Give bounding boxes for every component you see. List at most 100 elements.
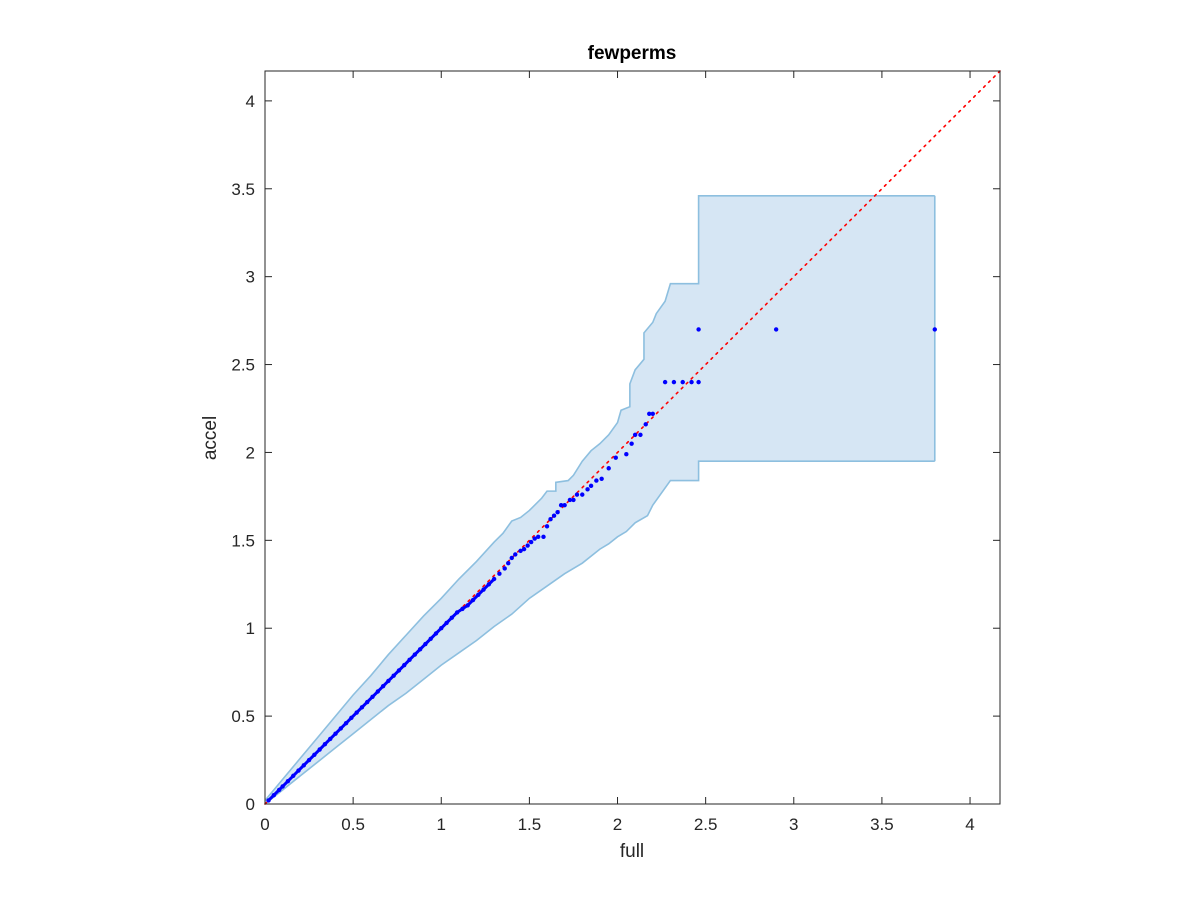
data-point [386, 678, 391, 684]
data-point [271, 793, 277, 798]
reference-diagonal [264, 70, 1001, 805]
data-point [481, 587, 486, 592]
data-point [317, 747, 322, 752]
y-tick-label: 4 [246, 92, 255, 111]
data-point [439, 626, 444, 631]
axis-ticks: 0 0.5 1 1.5 2 2.5 3 3.5 4 0 0.5 1 1.5 2 2.5 3 3.5 4 [231, 71, 1000, 834]
data-point [599, 476, 604, 482]
data-point [632, 432, 638, 438]
band-fill [265, 195, 935, 805]
data-point [333, 731, 338, 736]
data-point [528, 539, 534, 545]
data-point [629, 441, 634, 446]
data-point [671, 379, 677, 385]
reference-line [264, 70, 1001, 805]
data-point [497, 571, 502, 576]
data-point [428, 636, 433, 641]
data-point [412, 652, 418, 657]
data-point [476, 592, 481, 598]
data-point [417, 647, 423, 652]
data-point [407, 657, 412, 663]
data-point [338, 726, 343, 731]
data-point [594, 478, 599, 483]
y-tick-label: 0.5 [231, 707, 255, 726]
data-point [280, 784, 285, 789]
data-point [470, 597, 476, 603]
data-point [276, 787, 282, 793]
data-point [580, 492, 585, 497]
data-point [647, 411, 652, 416]
data-point [548, 517, 553, 522]
x-tick-label: 2.5 [694, 815, 718, 834]
data-point [932, 327, 937, 332]
x-tick-label: 0.5 [341, 815, 365, 834]
y-tick-label: 0 [246, 795, 255, 814]
x-tick-label: 3 [789, 815, 798, 834]
data-point [375, 689, 381, 694]
data-point [509, 555, 514, 561]
data-point [536, 534, 541, 540]
data-point [562, 502, 567, 508]
y-tick-label: 1 [246, 619, 255, 638]
data-point [606, 466, 611, 471]
axes-box [264, 70, 1001, 805]
data-point [521, 546, 527, 552]
data-point [650, 411, 655, 416]
data-point [402, 662, 407, 668]
data-point [396, 668, 402, 673]
x-tick-label: 2 [613, 815, 622, 834]
data-point [285, 778, 291, 784]
data-point [555, 510, 560, 515]
data-point [266, 798, 271, 803]
data-point [433, 631, 439, 636]
data-point [502, 566, 507, 571]
data-point [638, 432, 643, 438]
data-point [486, 582, 492, 587]
data-point [571, 497, 576, 503]
data-point [343, 720, 349, 726]
data-point [525, 543, 530, 548]
data-point [506, 560, 511, 566]
data-point [585, 487, 590, 492]
data-point [689, 379, 694, 385]
x-tick-label: 3.5 [870, 815, 894, 834]
y-axis-label: accel [200, 416, 221, 460]
data-point [359, 705, 365, 710]
data-point [449, 615, 455, 620]
data-point [354, 710, 359, 715]
x-axis-label: full [620, 841, 644, 862]
y-tick-label: 2.5 [231, 356, 255, 375]
data-point [680, 379, 685, 385]
data-point [588, 483, 594, 489]
band-lower-edge [264, 460, 935, 805]
data-point [532, 536, 537, 541]
data-point [454, 610, 460, 615]
data-point [301, 763, 306, 768]
data-point [624, 451, 629, 457]
data-point [444, 620, 449, 626]
data-point [696, 379, 701, 385]
data-point [391, 673, 396, 678]
data-point [773, 327, 779, 332]
x-tick-label: 0 [260, 815, 269, 834]
x-tick-label: 1.5 [518, 815, 542, 834]
data-point [541, 534, 546, 540]
data-point [370, 694, 375, 699]
data-point [558, 502, 564, 508]
data-point [291, 773, 296, 779]
data-point [567, 497, 573, 503]
chart-title: fewperms [588, 43, 677, 64]
band-upper-edge [264, 195, 935, 801]
x-tick-label: 4 [965, 815, 974, 834]
y-tick-label: 2 [246, 443, 255, 462]
data-point [423, 641, 428, 647]
data-point [365, 699, 370, 705]
x-tick-label: 1 [437, 815, 446, 834]
data-point [696, 327, 701, 332]
data-point [380, 684, 386, 689]
y-tick-label: 3 [246, 268, 255, 287]
data-point [643, 422, 648, 427]
data-point [349, 715, 354, 721]
data-point [465, 603, 470, 608]
